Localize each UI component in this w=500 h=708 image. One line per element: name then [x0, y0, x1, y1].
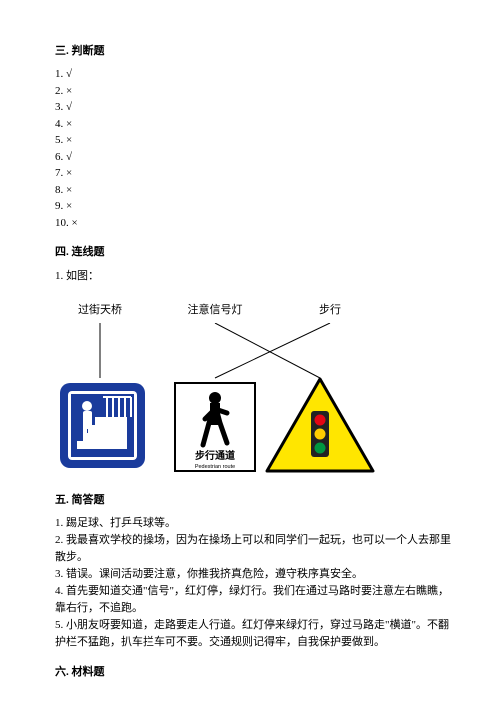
- sign-traffic-light: [267, 379, 373, 471]
- section-6-title: 六. 材料题: [55, 663, 455, 679]
- sign-pedestrian: 步行通道 Pedestrian route: [175, 383, 255, 471]
- answer-4: 4. 首先要知道交通"信号"，红灯停，绿灯行。我们在通过马路时要注意左右瞧瞧，靠…: [55, 583, 455, 617]
- tf-item: 2. ×: [55, 83, 455, 100]
- sign2-line1: 步行通道: [195, 449, 235, 462]
- tf-item: 4. ×: [55, 116, 455, 133]
- tf-item: 9. ×: [55, 198, 455, 215]
- conn-label-b: 注意信号灯: [145, 301, 285, 317]
- conn-label-a: 过街天桥: [55, 301, 145, 317]
- tf-item: 1. √: [55, 66, 455, 83]
- tf-item: 5. ×: [55, 132, 455, 149]
- true-false-list: 1. √ 2. × 3. √ 4. × 5. × 6. √ 7. × 8. × …: [55, 66, 455, 231]
- section-5-title: 五. 简答题: [55, 491, 455, 507]
- answer-1: 1. 踢足球、打乒乓球等。: [55, 515, 455, 532]
- answer-5: 5. 小朋友呀要知道，走路要走人行道。红灯停来绿灯行，穿过马路走"横道"。不翻护…: [55, 617, 455, 651]
- tf-item: 7. ×: [55, 165, 455, 182]
- tf-item: 8. ×: [55, 182, 455, 199]
- conn-label-c: 步行: [285, 301, 375, 317]
- tf-item: 6. √: [55, 149, 455, 166]
- section-3-title: 三. 判断题: [55, 42, 455, 58]
- sign2-line2: Pedestrian route: [195, 464, 235, 470]
- section-4-title: 四. 连线题: [55, 243, 455, 259]
- short-answers: 1. 踢足球、打乒乓球等。 2. 我最喜欢学校的操场，因为在操场上可以和同学们一…: [55, 515, 455, 651]
- connection-labels: 过街天桥 注意信号灯 步行: [55, 301, 455, 317]
- answer-3: 3. 错误。课间活动要注意，你推我挤真危险，遵守秩序真安全。: [55, 566, 455, 583]
- connection-diagram: 步行通道 Pedestrian route: [55, 323, 395, 473]
- connection-prompt: 1. 如图：: [55, 267, 455, 283]
- tf-item: 10. ×: [55, 215, 455, 232]
- tf-item: 3. √: [55, 99, 455, 116]
- answer-2: 2. 我最喜欢学校的操场，因为在操场上可以和同学们一起玩，也可以一个人去那里散步…: [55, 532, 455, 566]
- sign-overpass: [60, 383, 145, 468]
